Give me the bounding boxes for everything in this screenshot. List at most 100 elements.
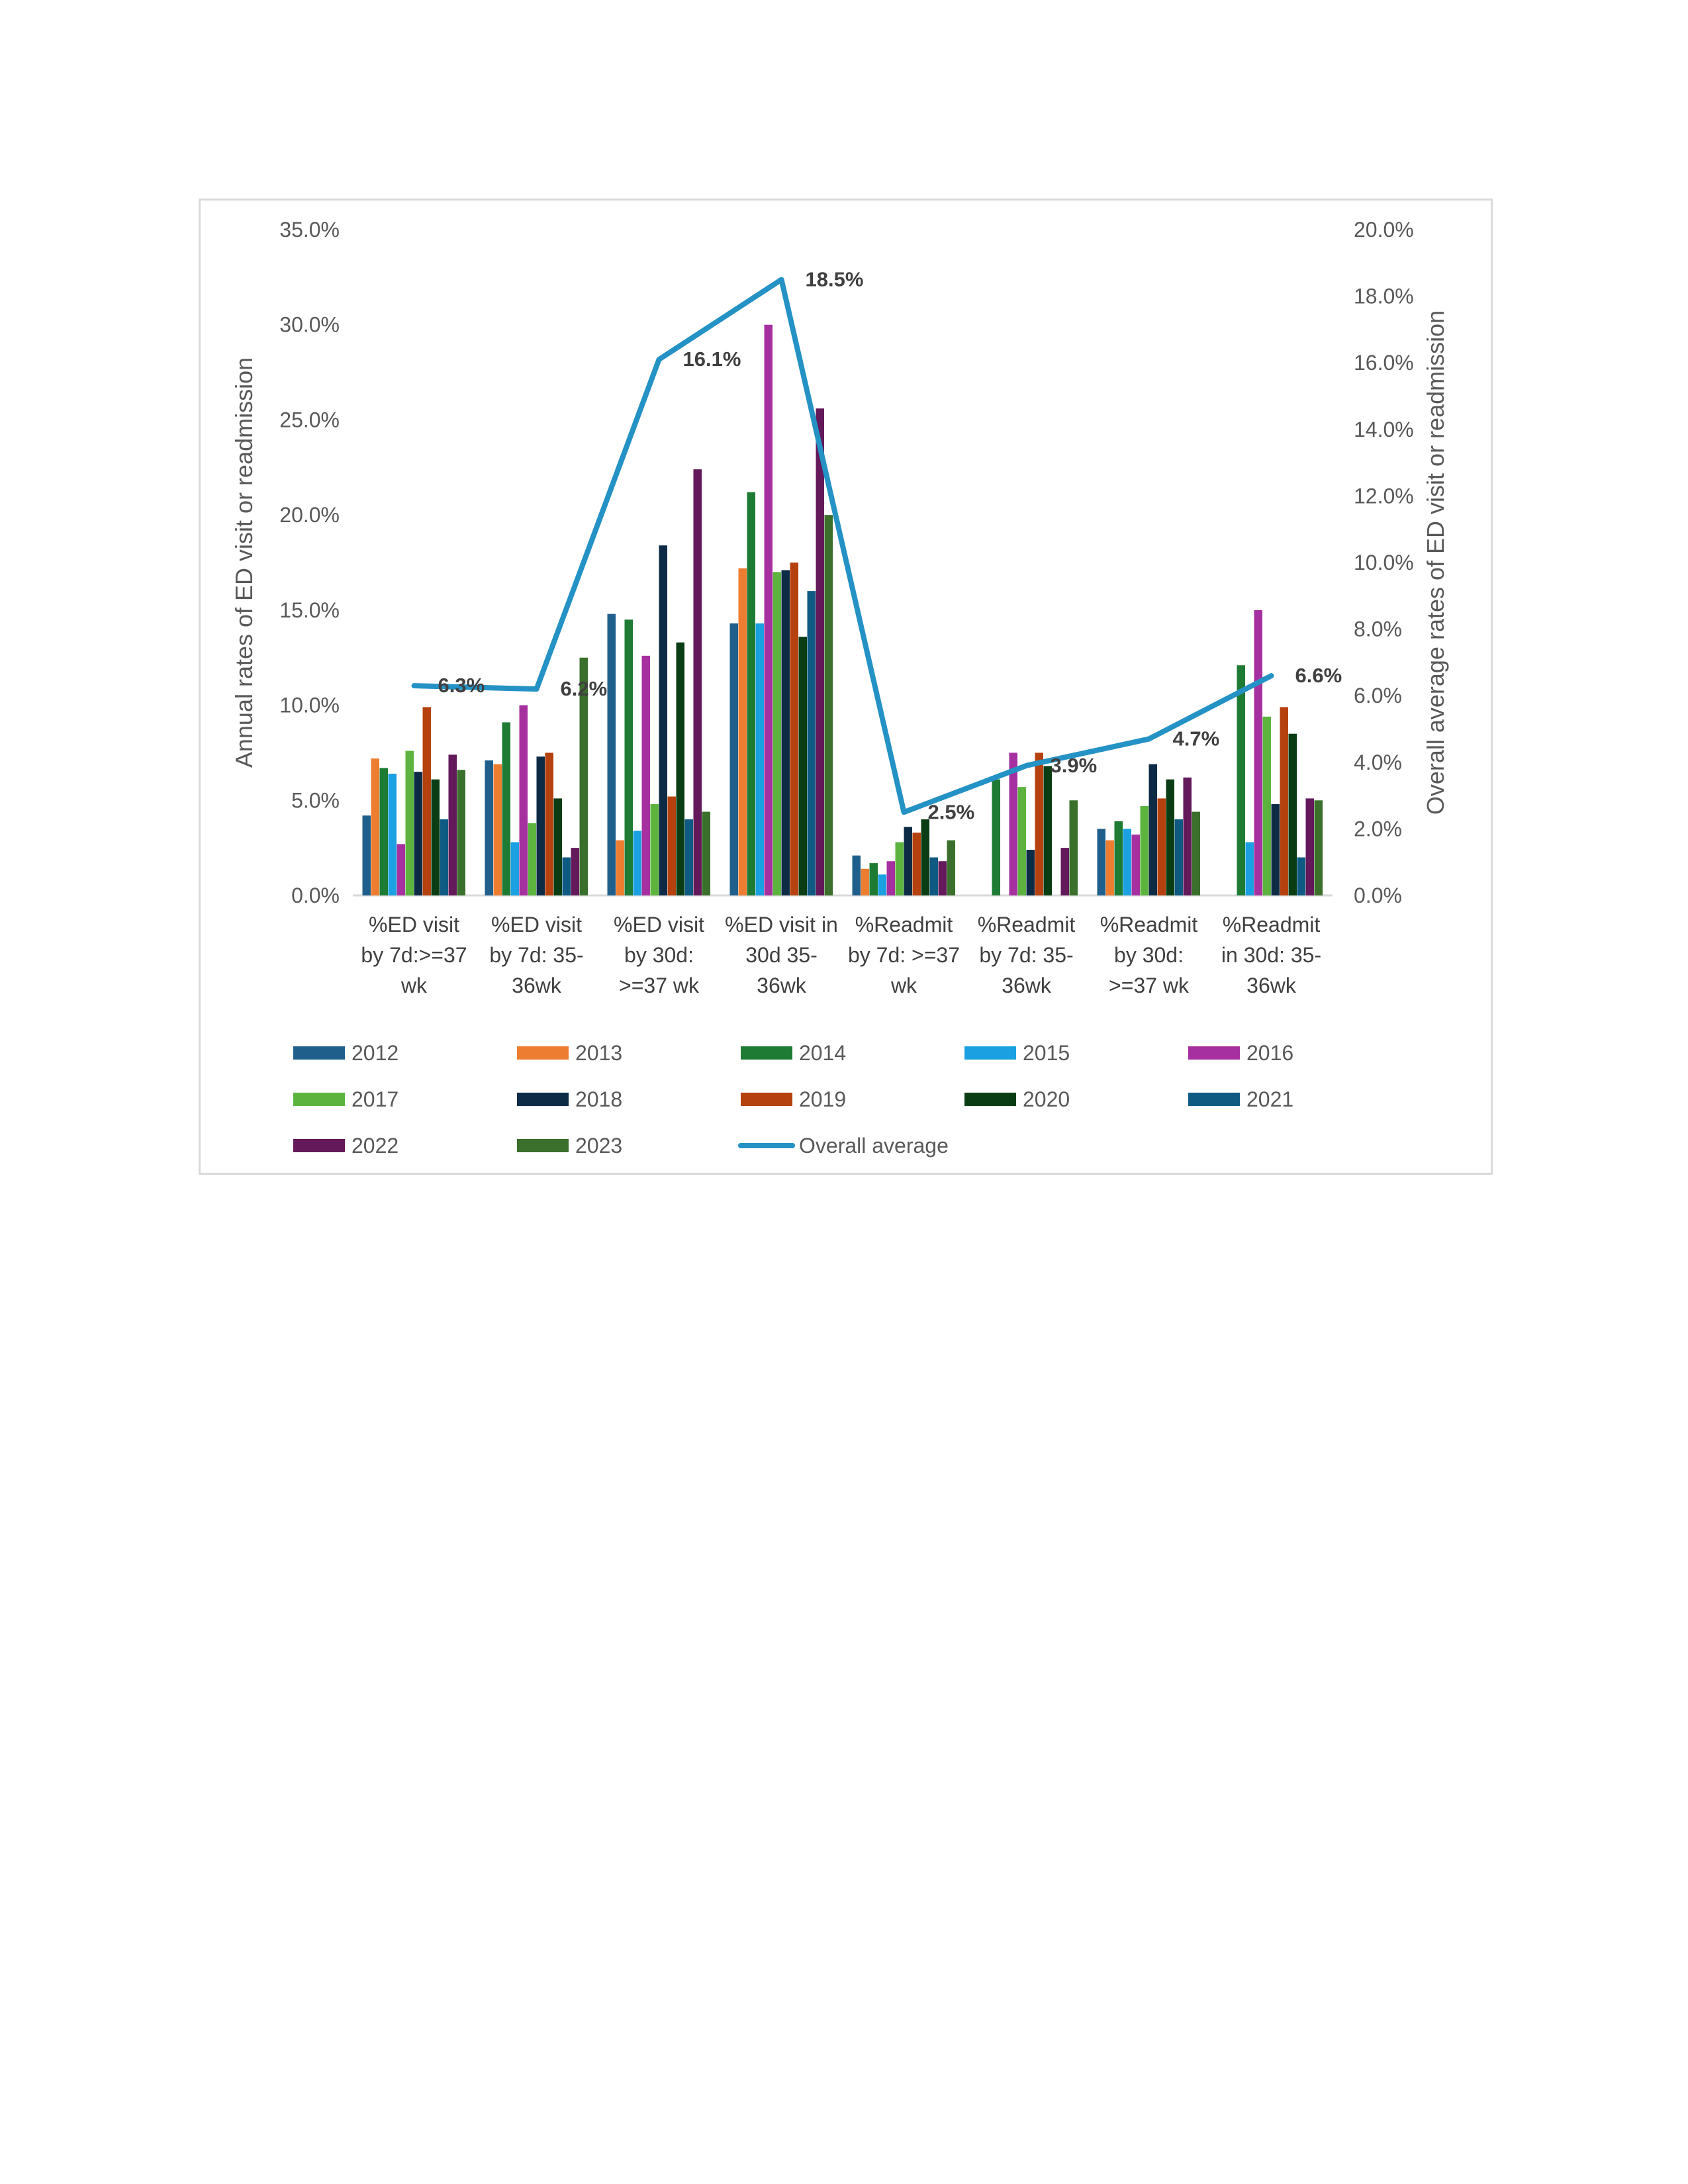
- line-data-label: 6.3%: [438, 674, 485, 697]
- x-tick-label: wk: [400, 974, 428, 997]
- bar-2019: [545, 752, 553, 895]
- bar-2012: [852, 855, 861, 895]
- y-tick-label: 30.0%: [279, 313, 340, 337]
- bar-2020: [1166, 779, 1174, 895]
- bar-2012: [485, 760, 493, 895]
- bar-2014: [1114, 821, 1123, 895]
- x-tick-label: >=37 wk: [1109, 974, 1190, 997]
- bar-2014: [869, 863, 878, 895]
- legend-label: 2012: [352, 1041, 399, 1065]
- bar-2023: [579, 657, 588, 895]
- bar-2017: [895, 842, 904, 895]
- y-tick-label: 0.0%: [291, 884, 340, 907]
- y2-tick-label: 10.0%: [1354, 551, 1414, 574]
- y-tick-label: 25.0%: [279, 408, 340, 432]
- bar-2018: [904, 827, 912, 895]
- bar-2014: [747, 492, 755, 895]
- bar-2013: [616, 840, 624, 895]
- bar-2019: [1280, 707, 1288, 895]
- bar-2023: [702, 811, 710, 895]
- x-tick-label: by 7d:>=37: [361, 943, 467, 967]
- bar-2019: [912, 833, 921, 895]
- y2-tick-label: 12.0%: [1354, 484, 1414, 508]
- bar-2023: [824, 515, 833, 895]
- legend-label: 2019: [799, 1087, 846, 1111]
- bar-2015: [388, 774, 397, 895]
- bar-2023: [1192, 811, 1200, 895]
- y-axis-title: Annual rates of ED visit or readmission: [230, 357, 258, 768]
- line-data-label: 4.7%: [1173, 727, 1220, 751]
- y2-tick-label: 0.0%: [1354, 884, 1402, 907]
- bar-2018: [536, 756, 545, 895]
- bar-2017: [405, 751, 414, 895]
- bar-2015: [1123, 829, 1131, 895]
- x-tick-label: %ED visit: [614, 913, 704, 936]
- bar-2018: [1149, 764, 1157, 895]
- x-tick-label: in 30d: 35-: [1221, 943, 1321, 967]
- legend-label: 2014: [799, 1041, 846, 1065]
- legend-label: 2017: [352, 1087, 399, 1111]
- legend-swatch-2018: [517, 1093, 569, 1106]
- legend-label: Overall average: [799, 1134, 949, 1158]
- line-data-label: 6.6%: [1295, 664, 1342, 687]
- line-data-label: 16.1%: [683, 347, 741, 371]
- y2-tick-label: 6.0%: [1354, 684, 1402, 707]
- legend-swatch-2023: [517, 1139, 569, 1152]
- bar-2020: [1043, 766, 1052, 895]
- legend-swatch-2022: [293, 1139, 345, 1152]
- bar-2021: [1297, 857, 1305, 895]
- legend-swatch-2014: [741, 1046, 792, 1060]
- y-tick-label: 35.0%: [279, 218, 340, 242]
- y2-tick-label: 14.0%: [1354, 418, 1414, 441]
- line-data-label: 2.5%: [928, 800, 975, 823]
- y2-tick-label: 20.0%: [1354, 218, 1414, 242]
- bar-2012: [607, 614, 616, 895]
- bar-2022: [448, 754, 457, 895]
- x-tick-label: >=37 wk: [619, 974, 700, 997]
- x-tick-label: by 7d: 35-: [489, 943, 583, 967]
- y2-tick-label: 16.0%: [1354, 351, 1414, 375]
- bar-2017: [1017, 787, 1026, 895]
- bar-2017: [773, 572, 781, 895]
- x-tick-label: %Readmit: [1223, 913, 1321, 936]
- bar-2021: [684, 819, 693, 895]
- bar-2017: [650, 804, 659, 895]
- bar-2012: [362, 815, 371, 895]
- bar-2015: [633, 831, 641, 895]
- legend-label: 2021: [1246, 1087, 1293, 1111]
- bar-2022: [1305, 798, 1314, 895]
- legend-swatch-2021: [1188, 1093, 1240, 1106]
- bar-2018: [414, 772, 422, 895]
- bar-2020: [431, 779, 440, 895]
- bar-2014: [502, 722, 510, 895]
- x-tick-label: 36wk: [1002, 974, 1052, 997]
- bar-2023: [457, 770, 465, 895]
- bar-2016: [397, 844, 405, 895]
- x-tick-label: 36wk: [757, 974, 807, 997]
- bar-2014: [992, 779, 1000, 895]
- legend-swatch-2017: [293, 1093, 345, 1106]
- legend-label: 2022: [352, 1134, 399, 1158]
- x-tick-label: by 7d: 35-: [979, 943, 1073, 967]
- legend-swatch-2015: [964, 1046, 1016, 1060]
- bar-2019: [790, 563, 798, 895]
- x-tick-label: %Readmit: [855, 913, 953, 936]
- x-tick-label: %ED visit: [369, 913, 459, 936]
- bar-2018: [781, 570, 790, 895]
- bar-2018: [1026, 850, 1035, 895]
- bar-2021: [562, 857, 571, 895]
- bar-2012: [729, 623, 738, 895]
- x-tick-label: %Readmit: [978, 913, 1076, 936]
- bar-2019: [1035, 752, 1043, 895]
- bar-2015: [1245, 842, 1254, 895]
- x-tick-label: %ED visit: [491, 913, 582, 936]
- bar-2019: [422, 707, 431, 895]
- bar-2022: [571, 848, 579, 895]
- bar-2016: [1131, 835, 1140, 895]
- legend-swatch-2016: [1188, 1046, 1240, 1060]
- bar-2015: [510, 842, 519, 895]
- x-tick-label: by 30d:: [1114, 943, 1184, 967]
- bar-2015: [878, 874, 886, 895]
- bar-2022: [1060, 848, 1069, 895]
- bar-2019: [1157, 798, 1166, 895]
